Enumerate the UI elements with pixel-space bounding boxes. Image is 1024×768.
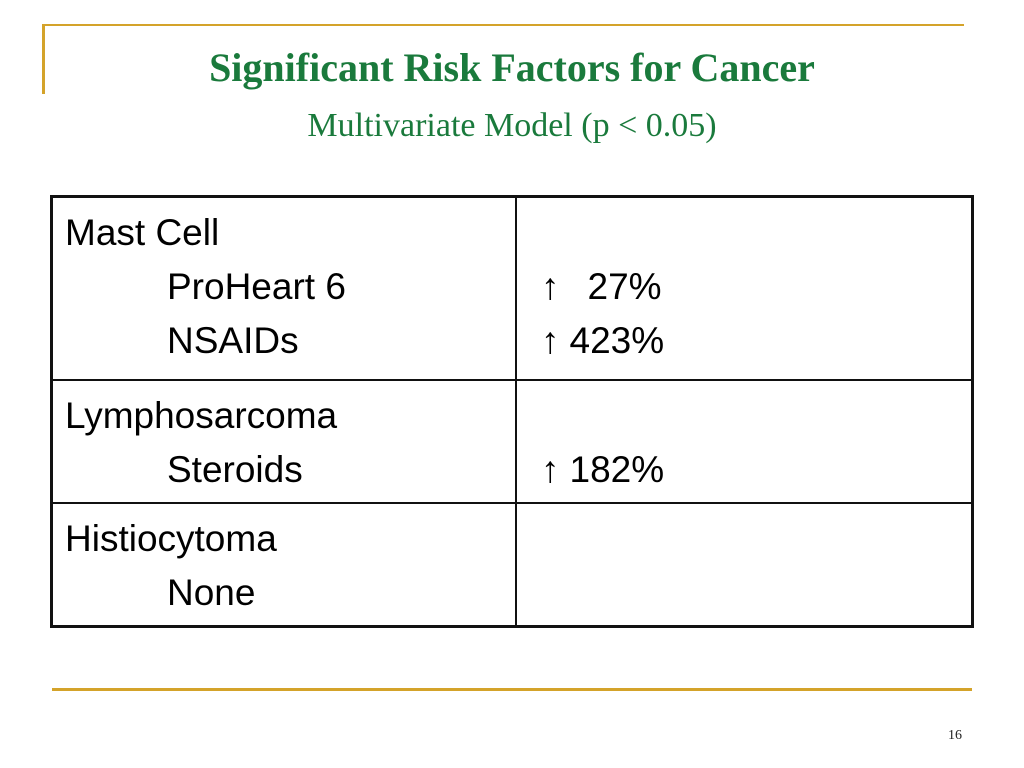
- effect-cell: ↑ 182%: [515, 379, 974, 505]
- up-arrow-icon: ↑: [541, 320, 560, 361]
- effect-cell: [515, 502, 974, 628]
- frame-line-top: [42, 24, 964, 26]
- up-arrow-icon: ↑: [541, 449, 560, 491]
- slide-subtitle: Multivariate Model (p < 0.05): [307, 107, 717, 144]
- risk-factor-table: Mast Cell ProHeart 6 NSAIDs ↑ 27% ↑ 423% L…: [50, 195, 974, 628]
- page-number: 16: [948, 728, 962, 743]
- risk-factor-label: None: [167, 572, 256, 614]
- factor-cell: Lymphosarcoma Steroids: [50, 379, 517, 505]
- factor-cell: Histiocytoma None: [50, 502, 517, 628]
- effect-value: ↑ 423%: [529, 314, 959, 368]
- cancer-type-label: Lymphosarcoma: [65, 395, 338, 437]
- table-row-histiocytoma: Histiocytoma None: [50, 502, 974, 628]
- cancer-type-label: Mast Cell: [65, 212, 220, 253]
- up-arrow-icon: ↑: [541, 266, 560, 307]
- table-row-mast-cell: Mast Cell ProHeart 6 NSAIDs ↑ 27% ↑ 423%: [50, 195, 974, 382]
- frame-line-vertical: [42, 24, 45, 94]
- risk-factor-label: NSAIDs: [167, 320, 299, 361]
- risk-factor-label: Steroids: [167, 449, 303, 491]
- table-row-lymphosarcoma: Lymphosarcoma Steroids ↑ 182%: [50, 379, 974, 505]
- factor-cell: Mast Cell ProHeart 6 NSAIDs: [50, 195, 517, 382]
- footer-divider: [52, 688, 972, 691]
- effect-percent: 182%: [569, 449, 665, 491]
- effect-percent: 423%: [569, 320, 665, 361]
- slide-title: Significant Risk Factors for Cancer: [209, 45, 815, 90]
- cancer-type-label: Histiocytoma: [65, 518, 277, 560]
- effect-value: ↑ 27%: [529, 260, 959, 314]
- effect-percent: 27%: [587, 266, 662, 307]
- effect-value: ↑ 182%: [529, 443, 959, 497]
- effect-cell: ↑ 27% ↑ 423%: [515, 195, 974, 382]
- risk-factor-label: ProHeart 6: [167, 266, 346, 307]
